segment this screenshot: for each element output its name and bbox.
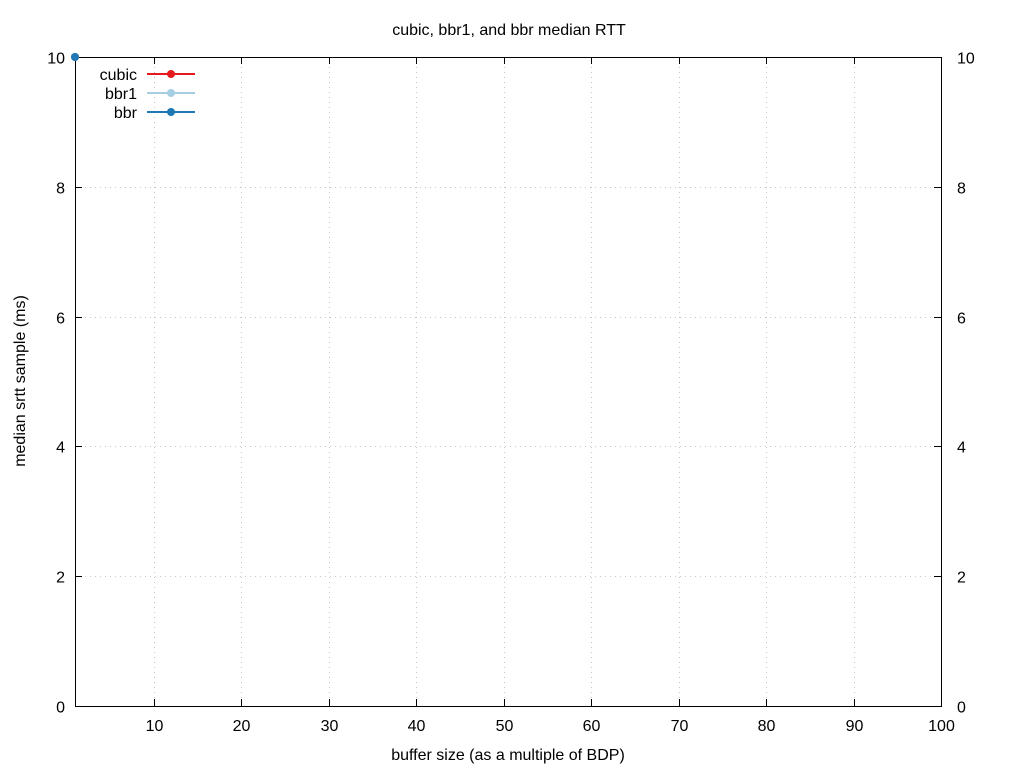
legend-marker-bbr: [167, 108, 175, 116]
y-tick-label: 8: [56, 181, 65, 198]
legend-marker-cubic: [167, 70, 175, 78]
x-axis-title: buffer size (as a multiple of BDP): [391, 747, 625, 764]
y2-tick-label: 10: [957, 51, 975, 68]
legend: cubic bbr1 bbr: [100, 67, 195, 122]
legend-label-cubic: cubic: [100, 67, 137, 84]
plot-frame: [75, 57, 942, 707]
y2-tick-label: 6: [957, 311, 966, 328]
x-tick-label: 100: [928, 718, 955, 735]
y-tick-label: 2: [56, 570, 65, 587]
grid: [75, 57, 941, 706]
y2-tick-label: 8: [957, 181, 966, 198]
x-tick-label: 50: [496, 718, 514, 735]
x-tick-label: 40: [408, 718, 426, 735]
data-point-bbr: [71, 53, 79, 61]
x-tick-label: 20: [233, 718, 251, 735]
chart-title: cubic, bbr1, and bbr median RTT: [392, 22, 626, 39]
x-tick-label: 60: [583, 718, 601, 735]
x-tick-label: 80: [758, 718, 776, 735]
y2-tick-label: 4: [957, 440, 966, 457]
x-tick-label: 70: [671, 718, 689, 735]
legend-marker-bbr1: [167, 89, 175, 97]
x-tick-label: 90: [846, 718, 864, 735]
x-tick-label: 10: [146, 718, 164, 735]
legend-label-bbr1: bbr1: [105, 86, 137, 103]
series-layer: [71, 53, 79, 61]
y-tick-label: 10: [47, 51, 65, 68]
y-tick-label: 4: [56, 440, 65, 457]
y2-tick-label: 2: [957, 570, 966, 587]
x-tick-label: 30: [321, 718, 339, 735]
y-axis-title: median srtt sample (ms): [12, 295, 29, 467]
y-tick-label: 0: [56, 700, 65, 717]
y-tick-label: 6: [56, 311, 65, 328]
legend-label-bbr: bbr: [114, 105, 138, 122]
y2-tick-label: 0: [957, 700, 966, 717]
